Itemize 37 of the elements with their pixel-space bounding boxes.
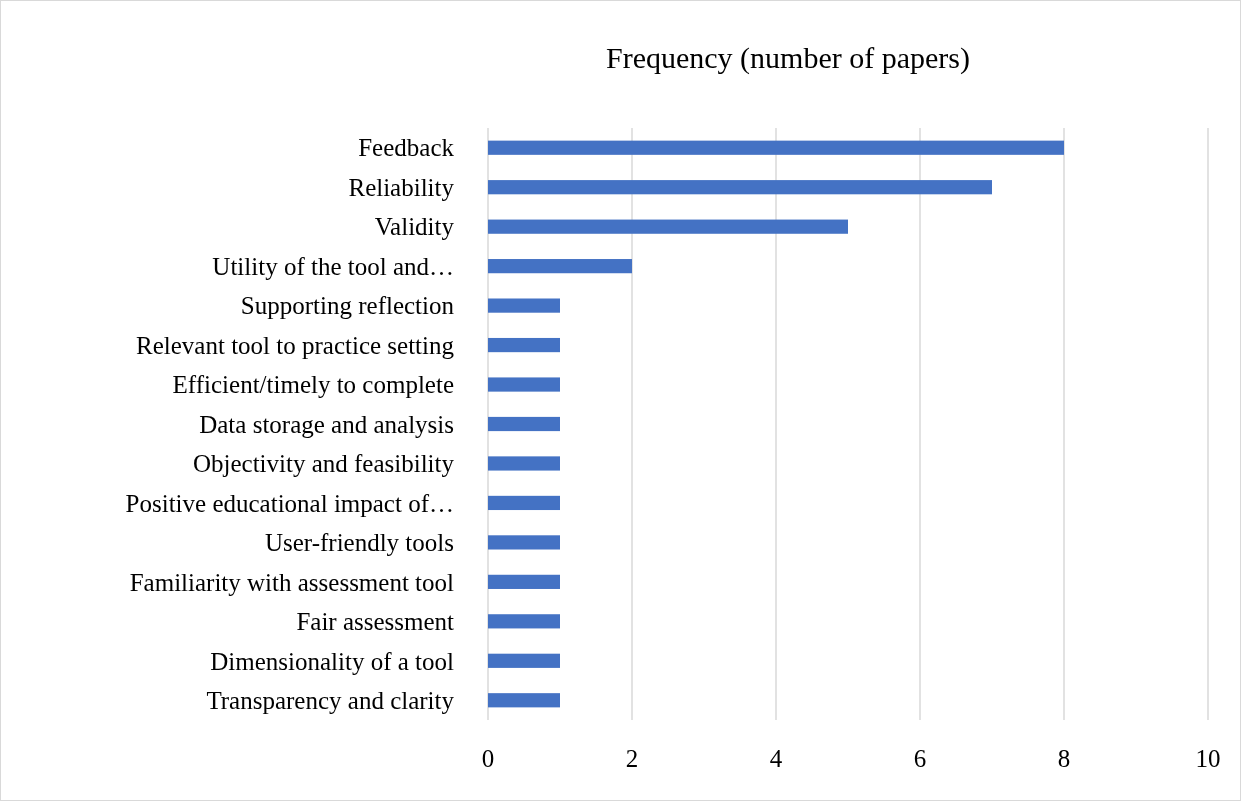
bar: [488, 416, 560, 432]
y-tick-label: Supporting reflection: [240, 292, 455, 320]
bar: [488, 456, 560, 471]
y-tick-label: Relevant tool to practice setting: [136, 331, 455, 359]
bar: [488, 693, 560, 708]
x-tick-label: 6: [913, 745, 927, 772]
y-tick-label: Dimensionality of a tool: [210, 647, 455, 675]
y-tick-label: Familiarity with assessment tool: [129, 568, 455, 596]
bar: [488, 180, 992, 195]
bar: [488, 298, 560, 313]
y-tick-label: Feedback: [358, 134, 455, 162]
bar: [488, 337, 560, 353]
bar: [488, 614, 560, 629]
bar: [488, 140, 1064, 155]
y-tick-label: Utility of the tool and…: [212, 252, 454, 280]
bar: [488, 219, 848, 234]
y-tick-label: Fair assessment: [296, 608, 455, 636]
y-tick-label: Objectivity and feasibility: [192, 450, 455, 478]
chart-title: Frequency (number of papers): [605, 41, 971, 75]
x-tick-label: 10: [1195, 745, 1221, 772]
y-tick-label: Reliability: [348, 173, 455, 201]
y-tick-label: Validity: [374, 213, 455, 241]
bar: [488, 259, 632, 274]
y-tick-label: Positive educational impact of…: [125, 489, 454, 517]
x-tick-label: 8: [1057, 745, 1071, 772]
bar: [488, 495, 560, 511]
y-tick-label: Efficient/timely to complete: [172, 371, 454, 399]
x-tick-label: 0: [481, 745, 495, 772]
x-tick-label: 2: [625, 745, 639, 772]
y-tick-label: User-friendly tools: [264, 529, 454, 557]
y-tick-label: Transparency and clarity: [206, 687, 455, 715]
bar: [488, 535, 560, 550]
x-tick-label: 4: [769, 745, 783, 772]
bar: [488, 574, 560, 589]
bar: [488, 653, 560, 668]
bar: [488, 377, 560, 392]
y-tick-label: Data storage and analysis: [199, 410, 454, 438]
